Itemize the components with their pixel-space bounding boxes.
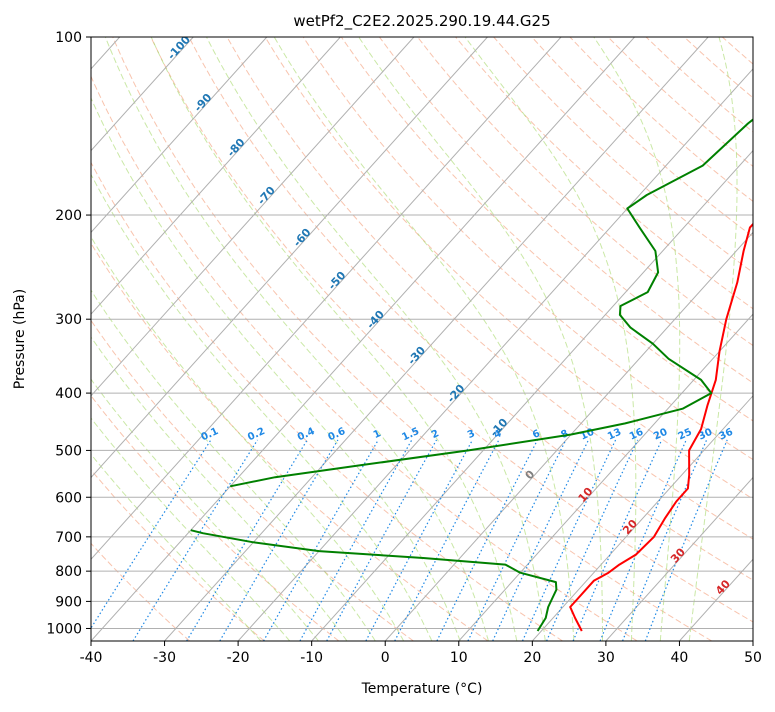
mixing-ratio-line — [573, 440, 662, 641]
x-tick-label: 30 — [597, 650, 615, 666]
moist-adiabat-line — [465, 37, 636, 641]
isotherm-label: -20 — [445, 382, 468, 406]
isotherm-line — [0, 37, 193, 641]
y-tick-label: 1000 — [46, 621, 82, 637]
y-tick-label: 200 — [55, 208, 82, 224]
isotherm-line — [0, 37, 267, 641]
mixing-ratio-label: 25 — [677, 427, 694, 443]
dry-adiabat-line — [0, 37, 190, 641]
x-tick-label: 40 — [671, 650, 689, 666]
plot-frame — [91, 37, 753, 641]
mixing-ratio-label: 0.2 — [246, 426, 267, 443]
moist-adiabat-line — [0, 37, 318, 641]
mixing-ratio-label: 36 — [718, 427, 735, 443]
isotherm-label: -60 — [291, 226, 314, 250]
mixing-ratio-label: 3 — [466, 428, 477, 441]
x-tick-label: 50 — [744, 650, 762, 666]
dry-adiabat-line — [0, 37, 339, 641]
y-tick-label: 500 — [55, 443, 82, 459]
isotherm-label: -70 — [255, 184, 278, 208]
isotherm-label: -90 — [192, 91, 215, 115]
x-tick-label: -20 — [227, 650, 250, 666]
dry-adiabat-line — [113, 37, 712, 641]
y-tick-label: 300 — [55, 312, 82, 328]
moist-adiabat-line — [105, 37, 488, 641]
mixing-ratio-label: 13 — [606, 427, 623, 443]
isotherm-label-warm: 30 — [668, 545, 688, 565]
isotherm-label-warm: 20 — [620, 517, 640, 537]
isotherm-label-warm: 40 — [713, 577, 733, 597]
x-tick-label: -10 — [300, 650, 323, 666]
mixing-ratio-label: 30 — [697, 427, 714, 443]
y-axis-label: Pressure (hPa) — [12, 289, 28, 389]
dry-adiabat-line — [646, 37, 775, 641]
mixing-ratio-label: 16 — [628, 427, 645, 443]
x-tick-label: -30 — [153, 650, 176, 666]
dry-adiabat-line — [379, 37, 775, 641]
moist-adiabat-line — [0, 37, 347, 641]
isotherm-label: -10 — [487, 416, 510, 440]
dry-adiabat-line — [684, 37, 775, 641]
dry-adiabat-line — [760, 37, 775, 641]
mixing-ratio-line — [395, 440, 499, 641]
isotherm-line — [17, 37, 561, 641]
mixing-ratio-line — [547, 440, 638, 641]
isotherm-line — [459, 37, 775, 641]
x-tick-label: 0 — [381, 650, 390, 666]
isotherm-label: -50 — [326, 269, 349, 293]
isotherm-label: -80 — [225, 136, 248, 160]
mixing-ratio-label: 1 — [372, 428, 383, 441]
mixing-ratio-line — [493, 440, 589, 641]
dry-adiabat-line — [456, 37, 775, 641]
y-tick-label: 100 — [55, 30, 82, 46]
dewpoint-profile-line — [191, 530, 557, 631]
mixing-ratio-line — [437, 440, 538, 641]
dry-adiabat-line — [0, 37, 264, 641]
dry-adiabat-line — [265, 37, 775, 641]
isotherm-label: -40 — [364, 308, 387, 332]
isotherm-line — [532, 37, 775, 641]
isotherm-line — [91, 37, 635, 641]
x-axis-label: Temperature (°C) — [361, 681, 483, 697]
mixing-ratio-label: 2 — [430, 428, 441, 441]
mixing-ratio-line — [366, 440, 473, 641]
x-tick-label: 10 — [450, 650, 468, 666]
mixing-ratio-line — [327, 440, 437, 641]
mixing-ratio-label: 20 — [652, 427, 669, 443]
isotherm-line — [385, 37, 775, 641]
moist-adiabat-line — [689, 37, 737, 641]
moist-adiabat-line — [5, 37, 404, 641]
y-tick-label: 400 — [55, 386, 82, 402]
isotherm-line — [679, 37, 775, 641]
isotherm-line — [0, 37, 487, 641]
isotherm-label: -30 — [405, 344, 428, 368]
moist-adiabat-line — [0, 37, 261, 641]
dry-adiabat-line — [532, 37, 775, 641]
dry-adiabat-line — [0, 37, 488, 641]
x-tick-label: -40 — [80, 650, 103, 666]
y-tick-label: 800 — [55, 564, 82, 580]
chart-title: wetPf2_C2E2.2025.290.19.44.G25 — [293, 12, 550, 31]
mixing-ratio-line — [523, 440, 616, 641]
y-tick-label: 900 — [55, 594, 82, 610]
y-tick-label: 600 — [55, 490, 82, 506]
y-tick-label: 700 — [55, 530, 82, 546]
isotherm-line — [753, 37, 775, 641]
x-tick-label: 20 — [523, 650, 541, 666]
dry-adiabat-line — [494, 37, 775, 641]
dry-adiabat-line — [608, 37, 775, 641]
mixing-ratio-line — [300, 440, 412, 641]
